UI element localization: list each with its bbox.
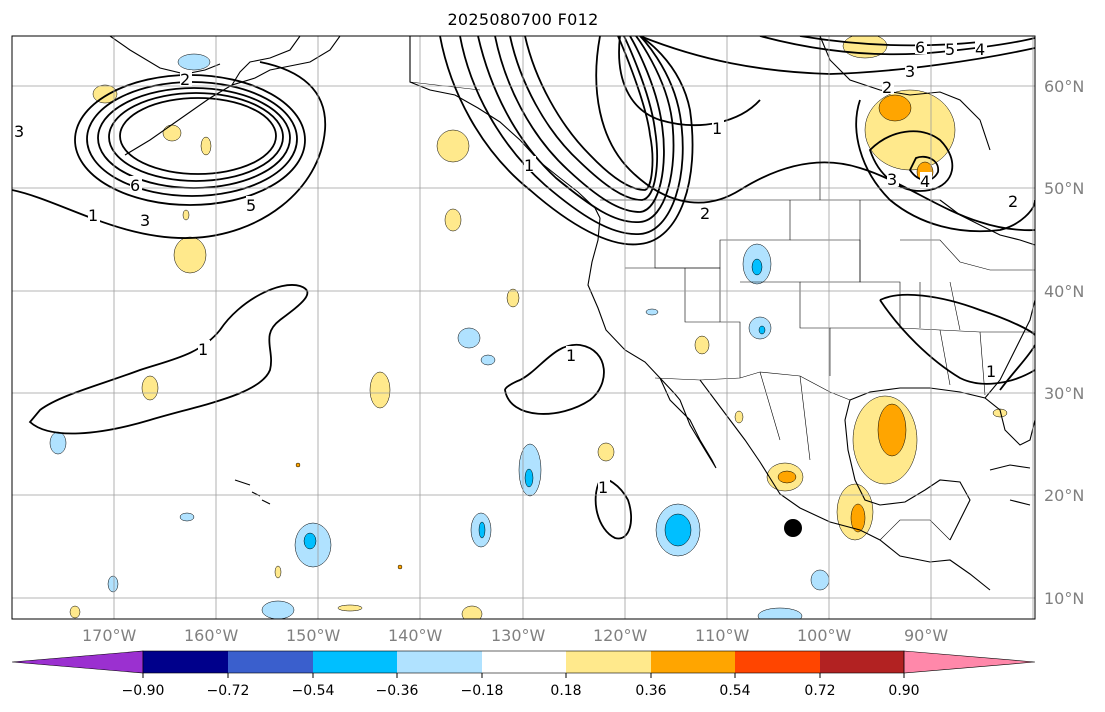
longitude-label: 150°W <box>286 626 341 645</box>
contour-label: 1 <box>598 478 608 497</box>
latitude-label: 30°N <box>1044 384 1085 403</box>
colorbar-tick-label: 0.90 <box>888 683 920 699</box>
colorbar-tick-label: 0.36 <box>635 683 667 699</box>
colorbar-segment <box>313 651 397 673</box>
longitude-label: 140°W <box>388 626 443 645</box>
colorbar-segment <box>820 651 904 673</box>
contour-lines <box>12 36 1035 540</box>
contour-label: 3 <box>14 122 24 141</box>
longitude-label: 130°W <box>491 626 546 645</box>
contour-label: 3 <box>887 170 897 189</box>
longitude-label: 110°W <box>695 626 750 645</box>
map-frame <box>11 35 1036 620</box>
longitude-label: 100°W <box>797 626 852 645</box>
longitude-label: 90°W <box>904 626 949 645</box>
colorbar-segment <box>228 651 313 673</box>
coastlines <box>109 36 1035 591</box>
contour-label: 6 <box>130 176 140 195</box>
contour-label: 1 <box>566 346 576 365</box>
latitude-label: 60°N <box>1044 77 1085 96</box>
colorbar-segment <box>735 651 820 673</box>
contour-label: 4 <box>920 172 930 191</box>
colorbar-tick-label: −0.72 <box>206 683 250 699</box>
colorbar-tick-label: −0.90 <box>121 683 165 699</box>
contour-label: 4 <box>975 40 985 59</box>
latitude-label: 10°N <box>1044 589 1085 608</box>
colorbar-tick-label: −0.18 <box>460 683 504 699</box>
colorbar-tick-label: 0.72 <box>804 683 836 699</box>
colorbar <box>11 650 1036 678</box>
longitude-label: 120°W <box>593 626 648 645</box>
colorbar-tick-label: −0.36 <box>375 683 419 699</box>
political-borders <box>409 36 1035 541</box>
map-title: 2025080700 F012 <box>447 10 599 29</box>
contour-label: 3 <box>140 211 150 230</box>
colorbar-tick-label: 0.18 <box>550 683 582 699</box>
colorbar-segment <box>397 651 482 673</box>
colorbar-segment <box>143 651 228 673</box>
colorbar-tick-label: 0.54 <box>719 683 751 699</box>
colorbar-tick-label: −0.54 <box>291 683 335 699</box>
location-marker <box>784 519 802 537</box>
contour-label: 3 <box>905 62 915 81</box>
contour-label: 2 <box>180 70 190 89</box>
colorbar-segment <box>566 651 651 673</box>
longitude-label: 160°W <box>184 626 239 645</box>
contour-label: 1 <box>198 340 208 359</box>
contour-label: 2 <box>882 78 892 97</box>
contour-label: 6 <box>915 38 925 57</box>
latitude-label: 50°N <box>1044 179 1085 198</box>
colorbar-segment <box>482 651 566 673</box>
contour-label: 5 <box>246 196 256 215</box>
contour-label: 5 <box>945 40 955 59</box>
longitude-label: 170°W <box>82 626 137 645</box>
latitude-label: 40°N <box>1044 282 1085 301</box>
contour-label: 2 <box>1008 192 1018 211</box>
colorbar-extend-low <box>11 650 144 674</box>
shaded-anomaly-patches <box>49 36 1008 619</box>
latitude-label: 20°N <box>1044 486 1085 505</box>
contour-label: 2 <box>700 204 710 223</box>
colorbar-segment <box>651 651 735 673</box>
contour-label: 1 <box>88 206 98 225</box>
contour-label: 1 <box>712 119 722 138</box>
contour-label: 1 <box>986 362 996 381</box>
gridlines <box>12 36 1035 619</box>
colorbar-extend-high <box>903 650 1036 674</box>
contour-label: 1 <box>524 156 534 175</box>
